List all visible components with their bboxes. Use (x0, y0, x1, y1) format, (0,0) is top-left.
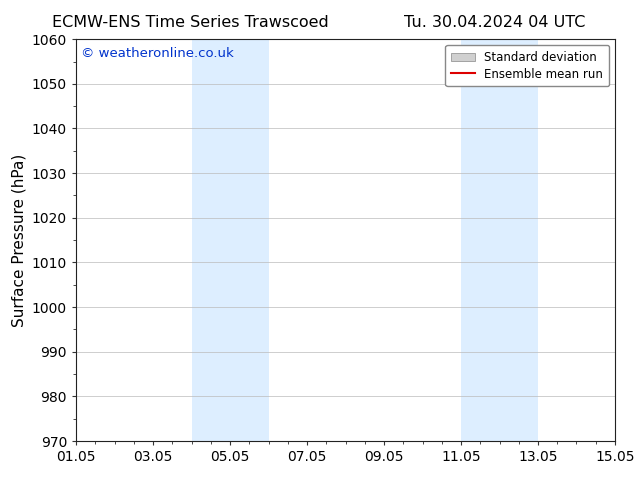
Y-axis label: Surface Pressure (hPa): Surface Pressure (hPa) (11, 153, 26, 327)
Text: © weatheronline.co.uk: © weatheronline.co.uk (81, 47, 234, 60)
Text: Tu. 30.04.2024 04 UTC: Tu. 30.04.2024 04 UTC (404, 15, 585, 30)
Legend: Standard deviation, Ensemble mean run: Standard deviation, Ensemble mean run (445, 45, 609, 86)
Bar (461, 39, 538, 441)
Bar (191, 39, 269, 441)
Text: ECMW-ENS Time Series Trawscoed: ECMW-ENS Time Series Trawscoed (52, 15, 328, 30)
